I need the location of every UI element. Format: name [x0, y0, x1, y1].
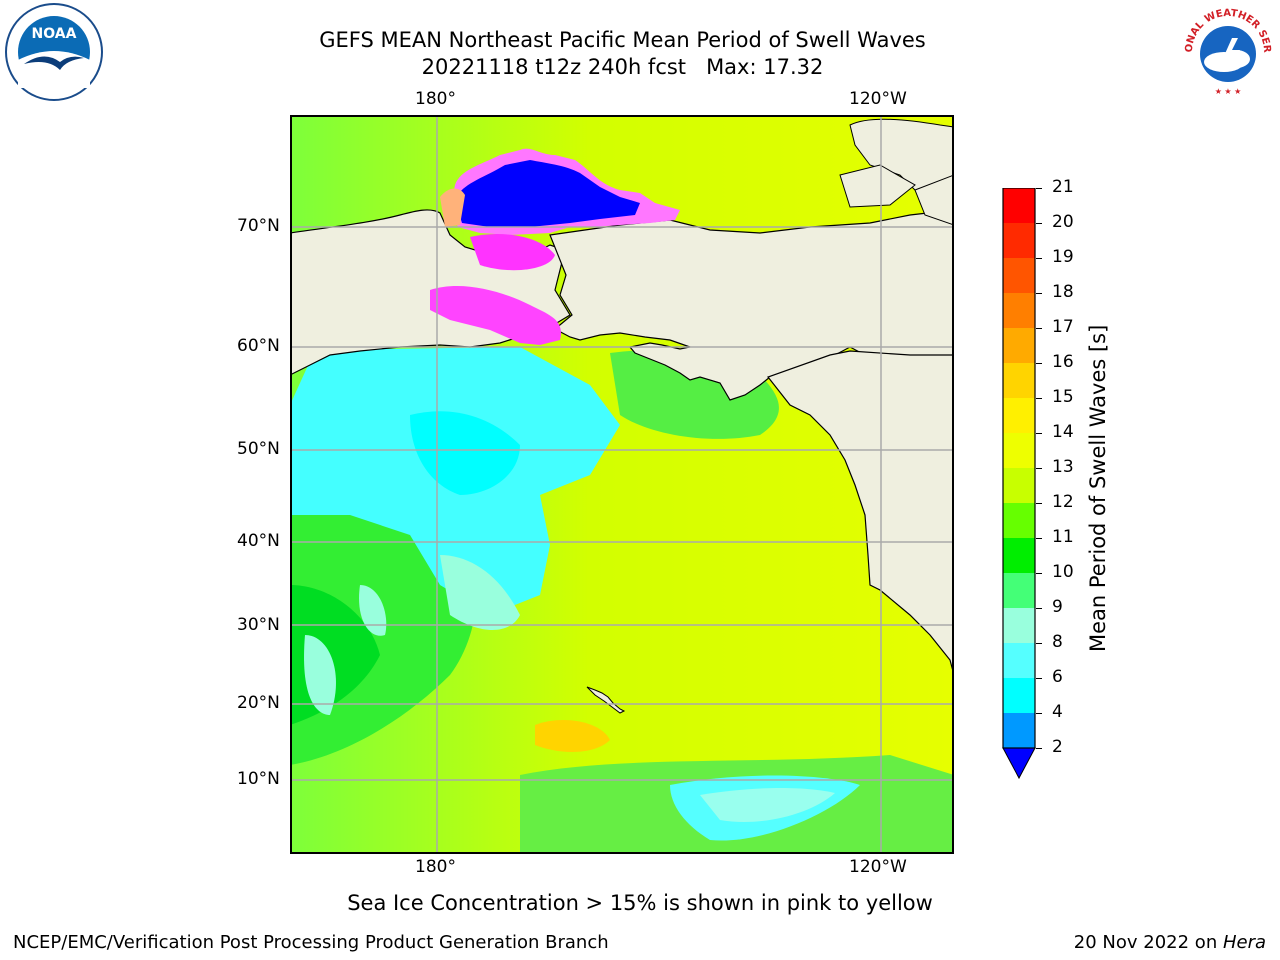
lat-label-50n: 50°N [237, 439, 280, 459]
colorbar-extend-triangle [1002, 747, 1036, 780]
colorbar-box [1003, 328, 1035, 363]
lat-label-40n: 40°N [237, 531, 280, 551]
footer-left: NCEP/EMC/Verification Post Processing Pr… [13, 932, 609, 953]
colorbar-tick-label: 2 [1052, 737, 1063, 757]
lat-label-30n: 30°N [237, 615, 280, 635]
colorbar-tick-label: 16 [1052, 352, 1074, 372]
sea-ice-bering [430, 285, 561, 345]
colorbar-tick-mark [1036, 328, 1042, 329]
footer-host: Hera [1222, 932, 1266, 953]
noaa-logo-text: NOAA [32, 26, 77, 42]
colorbar-box [1003, 293, 1035, 328]
colorbar-box [1003, 643, 1035, 678]
colorbar-tick-mark [1036, 678, 1042, 679]
colorbar-tick-label: 15 [1052, 387, 1074, 407]
map-subtitle: 20221118 t12z 240h fcst Max: 17.32 [421, 55, 824, 79]
sea-ice-orange-edge [440, 188, 465, 227]
colorbar-box [1003, 363, 1035, 398]
colorbar-scale [1002, 187, 1036, 780]
colorbar-tick-mark [1036, 293, 1042, 294]
colorbar-tick-label: 4 [1052, 702, 1063, 722]
swell-period-map [290, 115, 954, 854]
colorbar-tick-label: 17 [1052, 317, 1074, 337]
colorbar-box [1003, 503, 1035, 538]
colorbar-box [1003, 573, 1035, 608]
map-title: GEFS MEAN Northeast Pacific Mean Period … [319, 28, 926, 52]
lat-label-70n: 70°N [237, 216, 280, 236]
land-arctic-island-3 [914, 174, 954, 226]
colorbar-tick-label: 6 [1052, 667, 1063, 687]
colorbar-tick-mark [1036, 223, 1042, 224]
sea-ice-core [458, 160, 640, 227]
footer-right: 20 Nov 2022 on Hera [1074, 932, 1266, 953]
colorbar-box [1003, 398, 1035, 433]
sea-ice-note: Sea Ice Concentration > 15% is shown in … [347, 891, 933, 915]
noaa-logo: NOAA [4, 2, 104, 102]
colorbar-tick-label: 18 [1052, 282, 1074, 302]
lon-label-top-180: 180° [415, 89, 456, 109]
colorbar-frame [1002, 187, 1036, 749]
footer-date: 20 Nov 2022 on [1073, 932, 1223, 953]
colorbar-tick-labels: 21 20 19 18 17 16 15 14 13 12 11 10 9 8 6 4 2 [1036, 177, 1100, 783]
colorbar-tick-mark [1036, 363, 1042, 364]
colorbar [1001, 187, 1037, 783]
colorbar-tick-mark [1036, 538, 1042, 539]
colorbar-tick-label: 21 [1052, 177, 1074, 197]
sea-ice-bering-north [470, 234, 555, 271]
lat-label-60n: 60°N [237, 336, 280, 356]
field-pale-cyan [440, 555, 520, 630]
lat-label-20n: 20°N [237, 693, 280, 713]
colorbar-tick-label: 13 [1052, 457, 1074, 477]
field-pale-west [304, 635, 336, 715]
colorbar-tick-mark [1036, 188, 1042, 189]
field-orange-hawaii [535, 720, 610, 752]
colorbar-tick-mark [1036, 748, 1042, 749]
colorbar-tick-label: 10 [1052, 562, 1074, 582]
map-frame [290, 115, 954, 854]
colorbar-tick-mark [1036, 713, 1042, 714]
colorbar-tick-label: 12 [1052, 492, 1074, 512]
colorbar-tick-label: 14 [1052, 422, 1074, 442]
lon-label-top-120w: 120°W [849, 89, 907, 109]
colorbar-box [1003, 223, 1035, 258]
colorbar-tick-mark [1036, 258, 1042, 259]
colorbar-box [1003, 468, 1035, 503]
colorbar-tick-label: 11 [1052, 527, 1074, 547]
colorbar-tick-mark [1036, 433, 1042, 434]
nws-logo: NATIONAL WEATHER SERVICE ★ ★ ★ [1176, 0, 1276, 100]
colorbar-box [1003, 188, 1035, 223]
lon-label-bottom-120w: 120°W [849, 857, 907, 877]
land-canada-us [767, 350, 954, 676]
colorbar-tick-mark [1036, 608, 1042, 609]
svg-text:★ ★ ★: ★ ★ ★ [1215, 87, 1242, 96]
colorbar-tick-label: 9 [1052, 597, 1063, 617]
colorbar-tick-label: 8 [1052, 632, 1063, 652]
colorbar-box [1003, 258, 1035, 293]
colorbar-title: Mean Period of Swell Waves [s] [1086, 324, 1110, 652]
colorbar-tick-mark [1036, 573, 1042, 574]
colorbar-box [1003, 433, 1035, 468]
lon-label-bottom-180: 180° [415, 857, 456, 877]
map-panel [290, 115, 954, 854]
land-hawaii [586, 686, 626, 714]
colorbar-tick-mark [1036, 643, 1042, 644]
colorbar-box [1003, 538, 1035, 573]
field-pale-tropics [700, 788, 835, 822]
colorbar-tick-mark [1036, 503, 1042, 504]
colorbar-box [1003, 608, 1035, 643]
field-pale-cyan-2 [359, 585, 387, 636]
colorbar-tick-mark [1036, 468, 1042, 469]
colorbar-tick-label: 20 [1052, 212, 1074, 232]
lat-label-10n: 10°N [237, 769, 280, 789]
colorbar-box [1003, 678, 1035, 713]
colorbar-tick-label: 19 [1052, 247, 1074, 267]
colorbar-tick-mark [1036, 398, 1042, 399]
land-arctic-island-2 [839, 164, 916, 208]
colorbar-box [1003, 713, 1035, 748]
